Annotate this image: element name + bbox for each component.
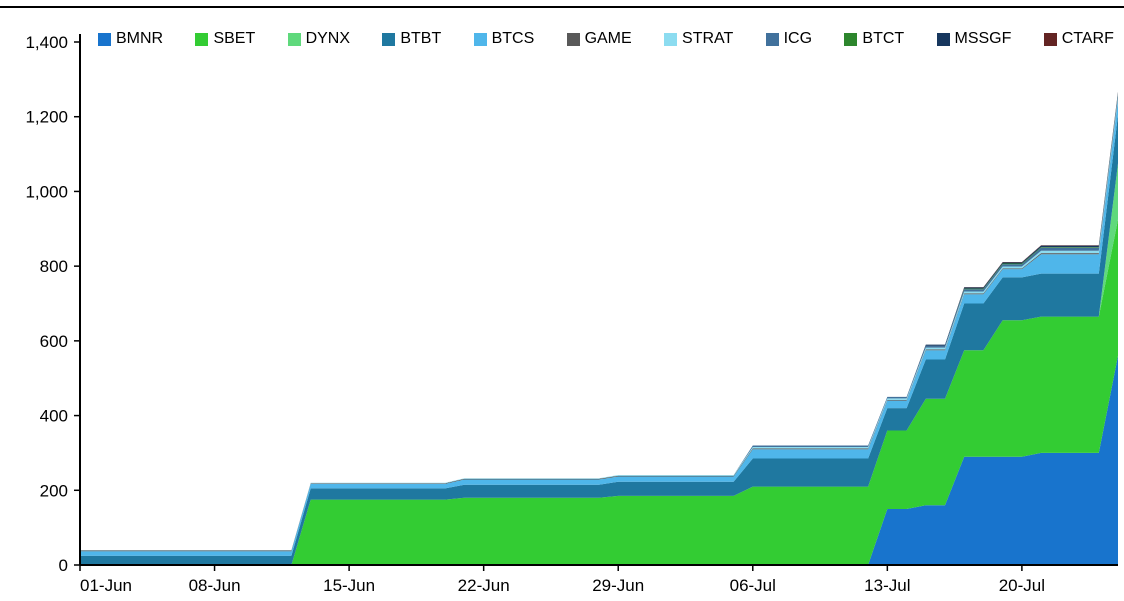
x-tick-label: 13-Jul [864,576,910,595]
legend-label-dynx: DYNX [305,30,351,47]
x-tick-label: 22-Jun [458,576,510,595]
legend-label-btcs: BTCS [491,30,535,47]
legend-swatch-dynx [287,32,301,46]
legend-item-btbt: BTBT [382,31,441,47]
legend-swatch-game [566,32,580,46]
y-tick-label: 800 [40,257,68,276]
x-tick-label: 08-Jun [189,576,241,595]
y-tick-label: 1,200 [25,108,68,127]
legend-swatch-sbet [195,32,209,46]
legend-swatch-mssgf [936,32,950,46]
legend-swatch-btbt [382,32,396,46]
legend-item-btct: BTCT [844,31,904,47]
top-divider-rule [0,6,1124,8]
x-tick-label: 01-Jun [80,576,132,595]
x-tick-label: 29-Jun [592,576,644,595]
legend-item-btcs: BTCS [473,30,535,47]
legend-swatch-strat [664,32,678,46]
chart-area-bmnr [80,355,1118,565]
legend-label-bmnr: BMNR [116,30,164,47]
legend-label-ctarf: CTARF [1061,30,1114,47]
y-tick-label: 200 [40,481,68,500]
legend-item-dynx: DYNX [287,30,351,47]
x-tick-label: 15-Jun [323,576,375,595]
chart-legend: BMNR SBET DYNX BTBT BTCS GAME STRAT ICG … [98,31,1114,47]
legend-label-game: GAME [584,30,632,47]
y-tick-label: 600 [40,332,68,351]
legend-item-game: GAME [566,30,632,47]
x-tick-label: 20-Jul [999,576,1045,595]
legend-swatch-btcs [473,32,487,46]
legend-swatch-btct [844,32,858,46]
legend-label-sbet: SBET [213,30,256,47]
legend-swatch-ctarf [1043,32,1057,46]
legend-item-bmnr: BMNR [98,31,163,47]
legend-item-mssgf: MSSGF [936,30,1012,47]
legend-label-btct: BTCT [862,30,905,47]
legend-label-btbt: BTBT [400,30,442,47]
y-tick-label: 400 [40,407,68,426]
y-tick-label: 1,400 [25,33,68,52]
legend-item-ctarf: CTARF [1043,30,1114,47]
legend-item-icg: ICG [765,30,813,47]
legend-label-mssgf: MSSGF [954,30,1012,47]
legend-item-strat: STRAT [664,31,733,47]
y-tick-label: 1,000 [25,182,68,201]
y-tick-label: 0 [59,556,68,575]
x-tick-label: 06-Jul [730,576,776,595]
legend-label-strat: STRAT [682,30,734,47]
legend-label-icg: ICG [783,30,813,47]
legend-swatch-bmnr [98,32,111,46]
legend-item-sbet: SBET [195,31,255,47]
legend-swatch-icg [765,32,779,46]
